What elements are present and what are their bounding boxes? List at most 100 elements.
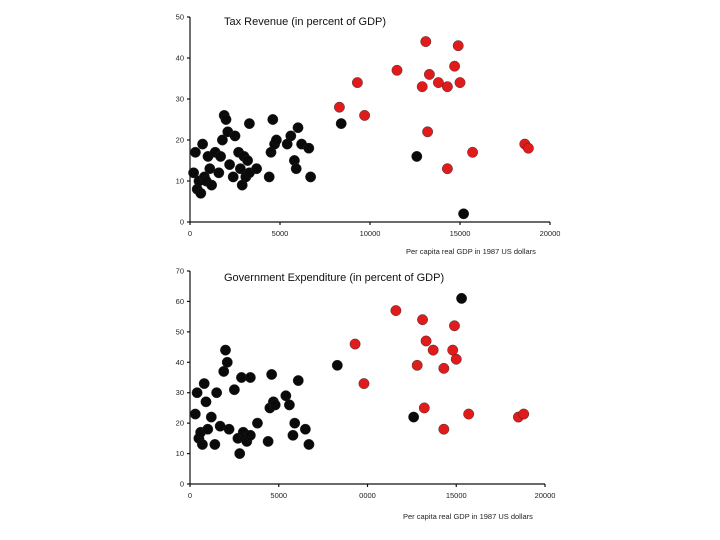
expenditure-data-point bbox=[209, 439, 221, 450]
tax-data-point bbox=[188, 167, 200, 179]
tax-data-point bbox=[333, 101, 345, 113]
expenditure-data-point bbox=[450, 353, 462, 365]
tax-data-point bbox=[305, 171, 316, 183]
expenditure-data-point bbox=[218, 366, 230, 377]
tax-y-tick-label: 0 bbox=[180, 218, 184, 227]
expenditure-data-point bbox=[244, 429, 256, 441]
expenditure-data-point bbox=[427, 344, 439, 356]
expenditure-x-tick-label: 15000 bbox=[446, 491, 467, 500]
expenditure-x-axis-label: Per capita real GDP in 1987 US dollars bbox=[403, 512, 533, 521]
tax-data-point bbox=[189, 146, 201, 158]
expenditure-data-point bbox=[283, 399, 295, 411]
tax-data-point bbox=[270, 134, 282, 146]
tax-data-point bbox=[292, 122, 304, 134]
tax-data-point bbox=[467, 146, 478, 158]
expenditure-data-point bbox=[228, 384, 240, 396]
expenditure-x-tick-label: 20000 bbox=[535, 491, 556, 500]
expenditure-data-point bbox=[202, 423, 214, 435]
tax-data-point bbox=[290, 163, 302, 175]
expenditure-x-tick-label: 5000 bbox=[270, 491, 287, 500]
tax-data-point bbox=[420, 36, 432, 47]
expenditure-data-point bbox=[438, 423, 450, 435]
tax-data-point bbox=[215, 150, 227, 162]
expenditure-data-point bbox=[447, 344, 459, 356]
tax-data-point bbox=[213, 167, 225, 179]
expenditure-chart-title: Government Expenditure (in percent of GD… bbox=[224, 272, 444, 284]
tax-data-point bbox=[267, 114, 279, 125]
expenditure-data-point bbox=[420, 335, 432, 347]
expenditure-data-point bbox=[518, 408, 530, 420]
tax-data-point bbox=[224, 159, 236, 171]
expenditure-data-point bbox=[463, 408, 475, 420]
tax-data-point bbox=[449, 60, 460, 72]
expenditure-x-tick-label: 0000 bbox=[359, 491, 376, 500]
expenditure-data-point bbox=[449, 320, 460, 332]
expenditure-data-point bbox=[438, 362, 450, 374]
tax-data-point bbox=[234, 163, 246, 175]
expenditure-data-point bbox=[234, 448, 246, 459]
tax-data-point bbox=[335, 118, 347, 130]
expenditure-data-point bbox=[456, 292, 467, 304]
tax-data-point bbox=[411, 150, 423, 162]
tax-data-point bbox=[452, 40, 464, 52]
tax-data-point bbox=[243, 118, 255, 130]
expenditure-data-point bbox=[252, 417, 263, 429]
tax-y-tick-label: 40 bbox=[176, 54, 184, 63]
tax-x-tick-label: 10000 bbox=[360, 229, 381, 238]
tax-data-point bbox=[227, 171, 239, 183]
expenditure-y-tick-label: 10 bbox=[176, 449, 184, 458]
expenditure-data-point bbox=[292, 375, 304, 386]
tax-x-tick-label: 15000 bbox=[450, 229, 471, 238]
tax-data-point bbox=[523, 142, 534, 154]
expenditure-y-tick-label: 30 bbox=[176, 388, 184, 397]
expenditure-data-point bbox=[358, 378, 370, 389]
tax-data-point bbox=[454, 77, 466, 89]
expenditure-data-point bbox=[223, 423, 235, 435]
expenditure-data-point bbox=[205, 411, 217, 423]
tax-data-point bbox=[416, 81, 428, 93]
expenditure-data-point bbox=[244, 372, 256, 383]
expenditure-y-tick-label: 20 bbox=[176, 419, 184, 428]
tax-data-point bbox=[206, 179, 218, 191]
tax-x-tick-label: 5000 bbox=[272, 229, 289, 238]
tax-revenue-panel: Tax Revenue (in percent of GDP) Per capi… bbox=[176, 13, 561, 257]
tax-x-axis-label: Per capita real GDP in 1987 US dollars bbox=[406, 247, 536, 256]
tax-data-point bbox=[351, 77, 363, 89]
tax-data-point bbox=[285, 130, 297, 142]
expenditure-y-tick-label: 70 bbox=[176, 267, 184, 276]
expenditure-data-point bbox=[200, 396, 212, 408]
government-expenditure-panel: Government Expenditure (in percent of GD… bbox=[176, 267, 556, 522]
expenditure-data-point bbox=[269, 399, 281, 411]
tax-data-point bbox=[251, 163, 263, 175]
tax-data-point bbox=[263, 171, 275, 183]
tax-data-point bbox=[242, 155, 254, 166]
expenditure-data-point bbox=[189, 408, 201, 420]
tax-data-point bbox=[197, 138, 209, 150]
expenditure-data-point bbox=[303, 439, 315, 450]
expenditure-data-point bbox=[266, 369, 278, 380]
expenditure-data-point bbox=[418, 402, 430, 414]
expenditure-x-tick-label: 0 bbox=[188, 491, 192, 500]
tax-data-point bbox=[441, 163, 453, 175]
tax-data-point bbox=[359, 110, 370, 121]
expenditure-data-point bbox=[262, 435, 274, 447]
tax-y-tick-label: 30 bbox=[176, 95, 184, 104]
tax-data-point bbox=[303, 142, 315, 154]
tax-data-point bbox=[391, 64, 403, 76]
expenditure-data-point bbox=[221, 356, 233, 368]
tax-data-point bbox=[458, 208, 469, 220]
tax-data-point bbox=[422, 126, 433, 138]
tax-data-point bbox=[441, 81, 453, 93]
tax-x-tick-label: 20000 bbox=[540, 229, 561, 238]
expenditure-data-point bbox=[280, 390, 292, 402]
expenditure-data-point bbox=[198, 378, 210, 389]
expenditure-data-point bbox=[191, 387, 203, 399]
tax-data-point bbox=[229, 130, 241, 142]
tax-y-tick-label: 20 bbox=[176, 136, 184, 145]
expenditure-data-point bbox=[289, 417, 301, 429]
expenditure-data-point bbox=[349, 338, 361, 350]
expenditure-data-point bbox=[211, 387, 223, 399]
expenditure-data-point bbox=[197, 439, 208, 450]
tax-x-tick-label: 0 bbox=[188, 229, 192, 238]
